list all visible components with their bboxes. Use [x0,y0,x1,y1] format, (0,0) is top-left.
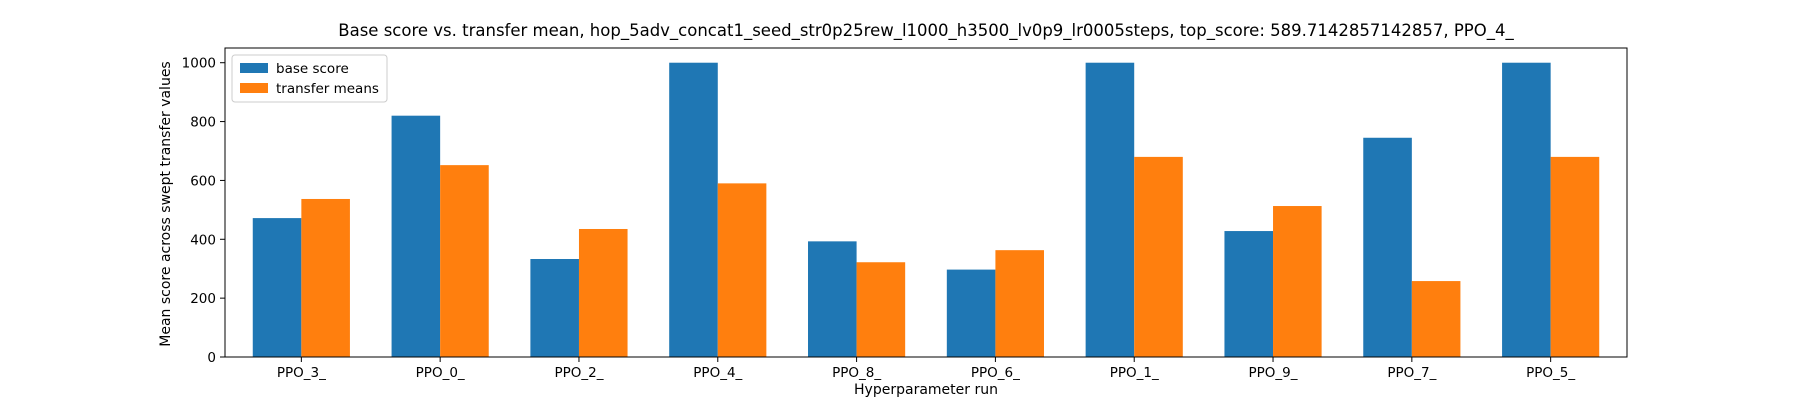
bar-base-score-ppo_8 [808,241,857,357]
legend: base score transfer means [231,54,388,103]
x-tick-label: PPO_4_ [693,365,742,381]
bar-transfer-means-ppo_2 [578,228,628,357]
bar-base-score-ppo_3 [252,218,302,357]
bar-transfer-means-ppo_3 [301,198,350,357]
x-axis: PPO_3_ PPO_0_ PPO_2_ PPO_4_ PPO_8_ PPO_6_ PPO_… [277,357,1575,381]
plot-frame [224,47,1628,358]
y-tick-label: 400 [190,232,216,248]
bar-base-score-ppo_4 [669,62,718,358]
y-tick-label: 800 [190,115,216,131]
x-tick-label: PPO_3_ [277,365,326,381]
legend-box [231,54,388,103]
bar-transfer-means-ppo_9 [1273,206,1322,357]
bar-base-score-ppo_6 [946,269,996,357]
bar-base-score-ppo_9 [1224,231,1274,357]
x-tick-label: PPO_5_ [1526,365,1575,381]
legend-label: transfer means [276,81,379,97]
legend-swatch [240,63,268,73]
bar-transfer-means-ppo_5 [1550,156,1600,357]
bar-transfer-means-ppo_7 [1411,281,1461,357]
bar-transfer-means-ppo_6 [995,250,1044,357]
y-tick-label: 600 [190,173,216,189]
legend-swatch [240,83,268,93]
plot-area [224,47,1628,358]
y-tick-label: 200 [190,291,216,307]
x-tick-label: PPO_6_ [971,365,1020,381]
bar-transfer-means-ppo_4 [717,183,767,357]
bar-base-score-ppo_7 [1363,137,1412,357]
bar-transfer-means-ppo_0 [440,165,489,357]
x-tick-label: PPO_1_ [1110,365,1159,381]
x-tick-label: PPO_8_ [832,365,881,381]
bar-base-score-ppo_1 [1085,62,1135,358]
x-axis-label: Hyperparameter run [854,382,998,398]
bar-transfer-means-ppo_1 [1134,156,1183,357]
x-tick-label: PPO_0_ [416,365,465,381]
y-tick-label: 1000 [182,56,216,72]
chart-title: Base score vs. transfer mean, hop_5adv_c… [338,21,1514,41]
y-axis-label: Mean score across swept transfer values [158,61,174,346]
bar-base-score-ppo_5 [1502,62,1551,358]
bar-base-score-ppo_0 [391,115,441,357]
legend-label: base score [276,61,349,77]
x-tick-label: PPO_9_ [1249,365,1298,381]
bar-transfer-means-ppo_8 [856,262,906,357]
x-tick-label: PPO_2_ [554,365,603,381]
x-tick-label: PPO_7_ [1387,365,1436,381]
y-tick-label: 0 [207,350,216,366]
y-axis: 0 200 400 600 800 1000 [182,56,225,366]
bar-base-score-ppo_2 [530,259,579,357]
